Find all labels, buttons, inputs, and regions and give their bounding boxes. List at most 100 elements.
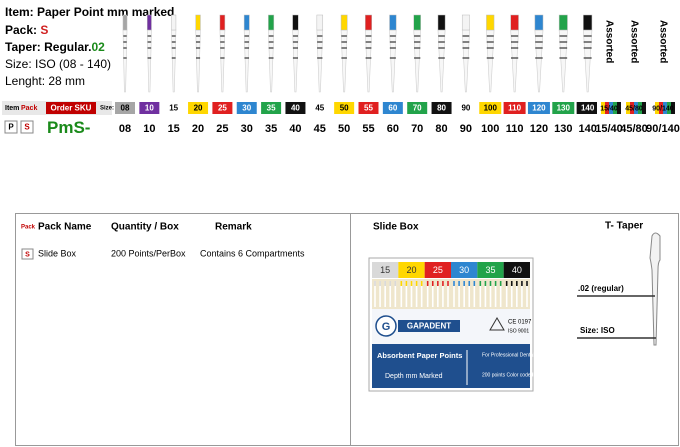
td-pack: S: [25, 251, 30, 258]
assorted-code: 45/80: [620, 123, 648, 135]
sku-prefix: PmS-: [47, 118, 90, 137]
row-pack-box: [21, 248, 34, 260]
size-chip-label: 45: [315, 104, 324, 113]
warning-icon: [489, 317, 505, 331]
size-code: 25: [216, 123, 228, 135]
size-code: 40: [289, 123, 301, 135]
item-line: Item: Paper Point mm marked: [5, 5, 174, 19]
size-code: 140: [578, 123, 596, 135]
size-chip-label: 140: [581, 104, 595, 113]
paper-point: [122, 29, 128, 93]
paper-point: [316, 29, 324, 93]
p-code: P: [8, 123, 14, 132]
paper-point: [268, 29, 275, 93]
size-code: 20: [192, 123, 204, 135]
size-code: 55: [362, 123, 374, 135]
paper-point: [171, 29, 177, 93]
size-chip: [139, 102, 160, 114]
paper-point: [195, 29, 201, 93]
box-logo-letter: G: [382, 321, 391, 333]
point-handle: [268, 14, 275, 31]
assorted-note: Assorted: [628, 20, 639, 63]
paper-point: [510, 29, 519, 93]
size-code: 80: [435, 123, 447, 135]
size-code: 130: [554, 123, 572, 135]
th-pack-name: Pack Name: [38, 222, 92, 233]
box-size-cell: [477, 262, 504, 278]
assorted-chip-part: [638, 102, 642, 114]
size-code: 60: [387, 123, 399, 135]
point-handle: [146, 14, 152, 31]
size-chip-label: 110: [508, 104, 521, 113]
size-chip-label: 20: [194, 104, 203, 113]
row-item: Item: [5, 105, 19, 112]
pack-line: Pack: S: [5, 23, 48, 37]
box-iso: ISO 9001: [508, 328, 529, 334]
box-ce: CE 0197: [508, 320, 532, 326]
size-chip: [503, 102, 526, 114]
assorted-chip-part: [617, 102, 621, 114]
paper-point: [413, 29, 421, 93]
box-size-label: 35: [485, 265, 495, 275]
s-box: [20, 120, 34, 134]
size-chip: [212, 102, 233, 114]
assorted-code: 90/140: [646, 123, 680, 135]
taper-title: T- Taper: [605, 221, 643, 232]
pack-code: S: [40, 23, 48, 37]
size-code: 120: [530, 123, 548, 135]
assorted-chip-part: [667, 102, 671, 114]
paper-point: [558, 29, 568, 93]
taper-size: Size: ISO: [580, 326, 615, 335]
taper-label: Taper: Regular.: [5, 40, 91, 54]
sku-chip: [46, 102, 96, 114]
point-handle: [583, 14, 593, 31]
assorted-chip-part: [651, 102, 655, 114]
box-size-cell: [503, 262, 530, 278]
size-chip-label: 10: [145, 104, 154, 113]
point-handle: [195, 14, 201, 31]
size-chip-label: 80: [437, 104, 446, 113]
assorted-note: Assorted: [603, 20, 614, 63]
size-chip: [188, 102, 209, 114]
point-handle: [389, 14, 397, 31]
box-subtitle: Depth mm Marked: [385, 373, 443, 380]
size-chip: [334, 102, 355, 114]
size-chip-label: 25: [218, 104, 227, 113]
point-handle: [558, 14, 568, 31]
size-chip-label: 35: [267, 104, 276, 113]
assorted-chip-part: [601, 102, 605, 114]
s-code: S: [24, 123, 30, 132]
assorted-chip-part: [642, 102, 646, 114]
box-points-area: [372, 279, 530, 309]
size-chip: [261, 102, 282, 114]
point-handle: [122, 14, 128, 31]
size-chip-label: 60: [388, 104, 397, 113]
size-chip: [358, 102, 379, 114]
box-blue-band: [372, 344, 530, 388]
size-code: 100: [481, 123, 499, 135]
brand-bg: [398, 320, 460, 332]
length-line: Lenght: 28 mm: [5, 74, 85, 88]
paper-point: [437, 29, 446, 93]
size-chip: [431, 102, 452, 114]
td-pack-name: Slide Box: [38, 248, 77, 258]
assorted-chip-part: [609, 102, 613, 114]
slide-box-title: Slide Box: [373, 222, 419, 233]
point-handle: [413, 14, 421, 31]
size-chip: [407, 102, 428, 114]
size-chip-label: 15: [169, 104, 178, 113]
th-quantity: Quantity / Box: [111, 222, 179, 233]
box-product: Absorbent Paper Points: [377, 351, 462, 360]
point-handle: [365, 14, 372, 31]
assorted-chip-part: [671, 102, 675, 114]
size-chip-label: 130: [557, 104, 571, 113]
paper-point: [340, 29, 348, 93]
taper-point: [649, 232, 661, 346]
paper-point: [243, 29, 250, 93]
size-chip: [479, 102, 502, 114]
assorted-chip-label: 90/140: [652, 105, 674, 112]
size-chip-label: 40: [291, 104, 300, 113]
box-size-cell: [398, 262, 425, 278]
paper-point: [364, 29, 373, 93]
